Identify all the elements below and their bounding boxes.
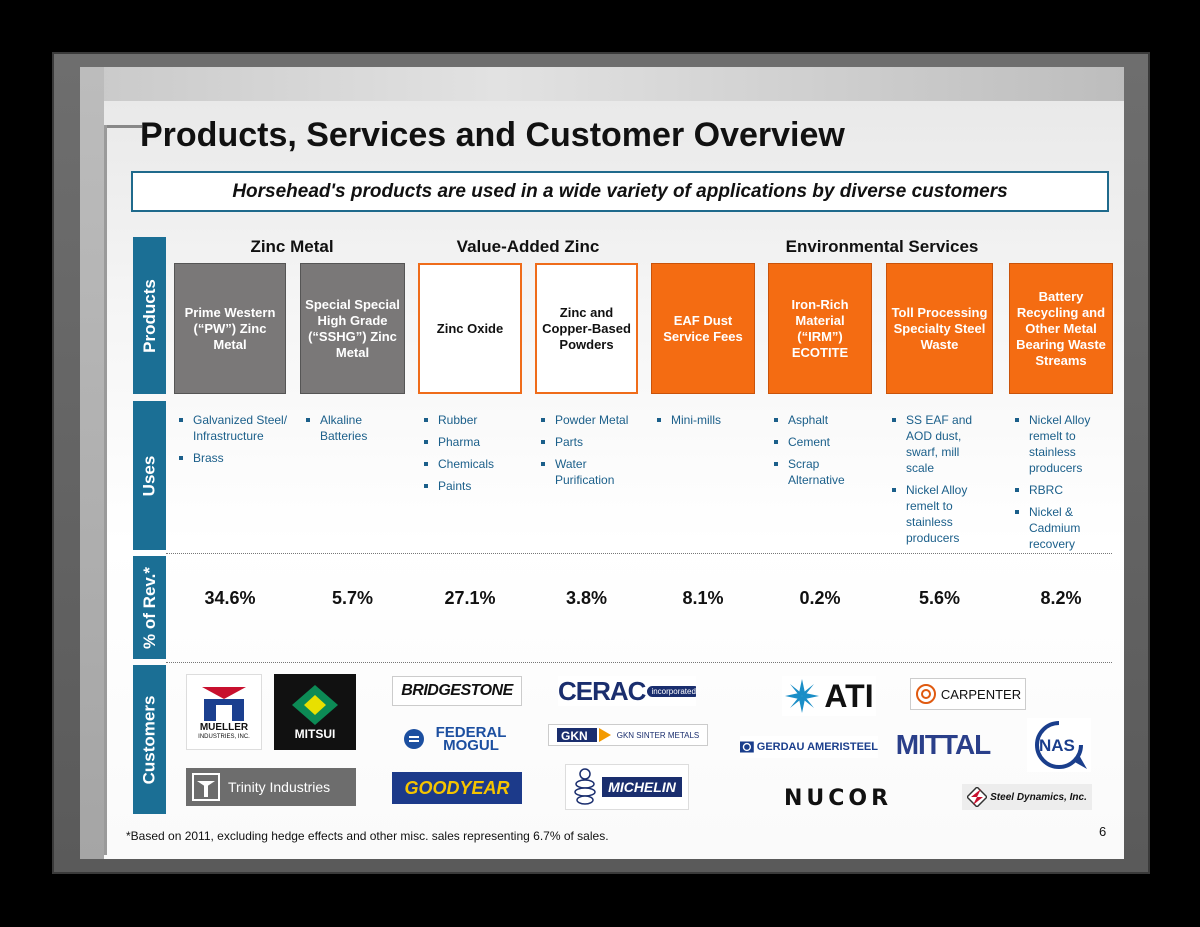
uses-list-powders: Powder Metal Parts Water Purification [541, 412, 641, 494]
title-bracket [104, 125, 142, 128]
row-label-uses: Uses [133, 401, 166, 550]
nas-emblem-icon: NAS [1035, 721, 1087, 769]
rev-pct-powders: 3.8% [565, 588, 608, 608]
gerdau-logo: GERDAU AMERISTEEL [740, 736, 878, 758]
rev-pct-pw: 34.6% [204, 588, 256, 608]
federal-mogul-logo: FEDERAL MOGUL [396, 722, 520, 756]
rev-pct-toll: 5.6% [918, 588, 961, 608]
ati-logo: ATI [782, 676, 876, 716]
row-label-rev: % of Rev.* [133, 556, 166, 659]
list-item: Chemicals [424, 456, 524, 472]
svg-text:NAS: NAS [1039, 736, 1075, 755]
carpenter-logo: CARPENTER [910, 678, 1026, 710]
product-box-pw-zinc: Prime Western (“PW”) Zinc Metal [174, 263, 286, 394]
product-box-zinc-oxide: Zinc Oxide [418, 263, 522, 394]
list-item: Alkaline Batteries [306, 412, 406, 444]
list-item: Scrap Alternative [774, 456, 874, 488]
nas-logo: NAS [1027, 718, 1091, 772]
left-bracket [104, 125, 107, 855]
product-box-irm: Iron-Rich Material (“IRM”) ECOTITE [768, 263, 872, 394]
mittal-logo: MITTAL [895, 729, 992, 760]
steel-dynamics-logo: Steel Dynamics, Inc. [962, 784, 1092, 810]
uses-list-eaf: Mini-mills [657, 412, 757, 434]
goodyear-logo: GOODYEAR [392, 772, 522, 804]
rev-pct-zinc-oxide: 27.1% [444, 588, 496, 608]
rev-pct-eaf: 8.1% [682, 588, 724, 608]
mueller-emblem-icon [202, 687, 246, 721]
divider [166, 662, 1112, 663]
product-box-zinc-powders: Zinc and Copper-Based Powders [535, 263, 638, 394]
subtitle-box: Horsehead's products are used in a wide … [131, 171, 1109, 212]
gkn-emblem-icon: GKN [556, 728, 611, 743]
list-item: Mini-mills [657, 412, 757, 428]
trinity-logo: Trinity Industries [186, 768, 356, 806]
uses-list-irm: Asphalt Cement Scrap Alternative [774, 412, 874, 494]
mitsui-logo: MITSUI [274, 674, 356, 750]
list-item: RBRC [1015, 482, 1111, 498]
uses-list-pw: Galvanized Steel/ Infrastructure Brass [179, 412, 291, 472]
ati-star-icon [785, 679, 820, 713]
product-box-eaf-dust: EAF Dust Service Fees [651, 263, 755, 394]
cerac-logo: CERAC incorporated [558, 676, 696, 706]
footnote: *Based on 2011, excluding hedge effects … [126, 829, 609, 843]
category-environmental-services: Environmental Services [785, 237, 979, 256]
list-item: Asphalt [774, 412, 874, 428]
row-label-customers: Customers [133, 665, 166, 814]
product-box-toll-processing: Toll Processing Specialty Steel Waste [886, 263, 993, 394]
bridgestone-logo: BRIDGESTONE [392, 676, 522, 706]
list-item: Brass [179, 450, 291, 466]
rev-pct-sshg: 5.7% [331, 588, 374, 608]
mitsui-diamond-icon [292, 685, 338, 725]
uses-list-battery: Nickel Alloy remelt to stainless produce… [1015, 412, 1111, 558]
page-title: Products, Services and Customer Overview [140, 116, 845, 154]
slide-top-bar [80, 67, 1124, 101]
list-item: Paints [424, 478, 524, 494]
list-item: Nickel & Cadmium recovery [1015, 504, 1111, 552]
list-item: Rubber [424, 412, 524, 428]
list-item: SS EAF and AOD dust, swarf, mill scale [892, 412, 988, 476]
category-value-added-zinc: Value-Added Zinc [456, 237, 600, 256]
product-box-sshg-zinc: Special Special High Grade (“SSHG”) Zinc… [300, 263, 405, 394]
uses-list-toll: SS EAF and AOD dust, swarf, mill scale N… [892, 412, 988, 552]
list-item: Galvanized Steel/ Infrastructure [179, 412, 291, 444]
rev-pct-irm: 0.2% [799, 588, 841, 608]
list-item: Nickel Alloy remelt to stainless produce… [892, 482, 988, 546]
gkn-logo: GKN GKN SINTER METALS [548, 724, 708, 746]
subtitle: Horsehead's products are used in a wide … [232, 180, 1008, 202]
uses-list-zinc-oxide: Rubber Pharma Chemicals Paints [424, 412, 524, 500]
divider [166, 553, 1112, 554]
page-number: 6 [1099, 824, 1107, 839]
list-item: Powder Metal [541, 412, 641, 428]
uses-list-sshg: Alkaline Batteries [306, 412, 406, 450]
michelin-man-icon [574, 768, 596, 805]
nucor-logo: NUCOR [783, 786, 893, 810]
sdi-diamond-icon [967, 787, 988, 807]
gerdau-emblem-icon [740, 741, 754, 753]
list-item: Cement [774, 434, 874, 450]
list-item: Parts [541, 434, 641, 450]
carpenter-emblem-icon [915, 684, 936, 704]
mueller-logo: MUELLER INDUSTRIES, INC. [186, 674, 262, 750]
rev-pct-battery: 8.2% [1040, 588, 1082, 608]
row-label-products: Products [133, 237, 166, 394]
list-item: Water Purification [541, 456, 641, 488]
trinity-emblem-icon [192, 773, 220, 801]
list-item: Pharma [424, 434, 524, 450]
svg-text:GKN: GKN [561, 729, 588, 743]
list-item: Nickel Alloy remelt to stainless produce… [1015, 412, 1111, 476]
product-box-battery-recycling: Battery Recycling and Other Metal Bearin… [1009, 263, 1113, 394]
michelin-logo: MICHELIN [565, 764, 689, 810]
federal-mogul-emblem-icon [404, 729, 424, 749]
category-zinc-metal: Zinc Metal [250, 237, 334, 256]
slide-left-bar [80, 67, 104, 859]
